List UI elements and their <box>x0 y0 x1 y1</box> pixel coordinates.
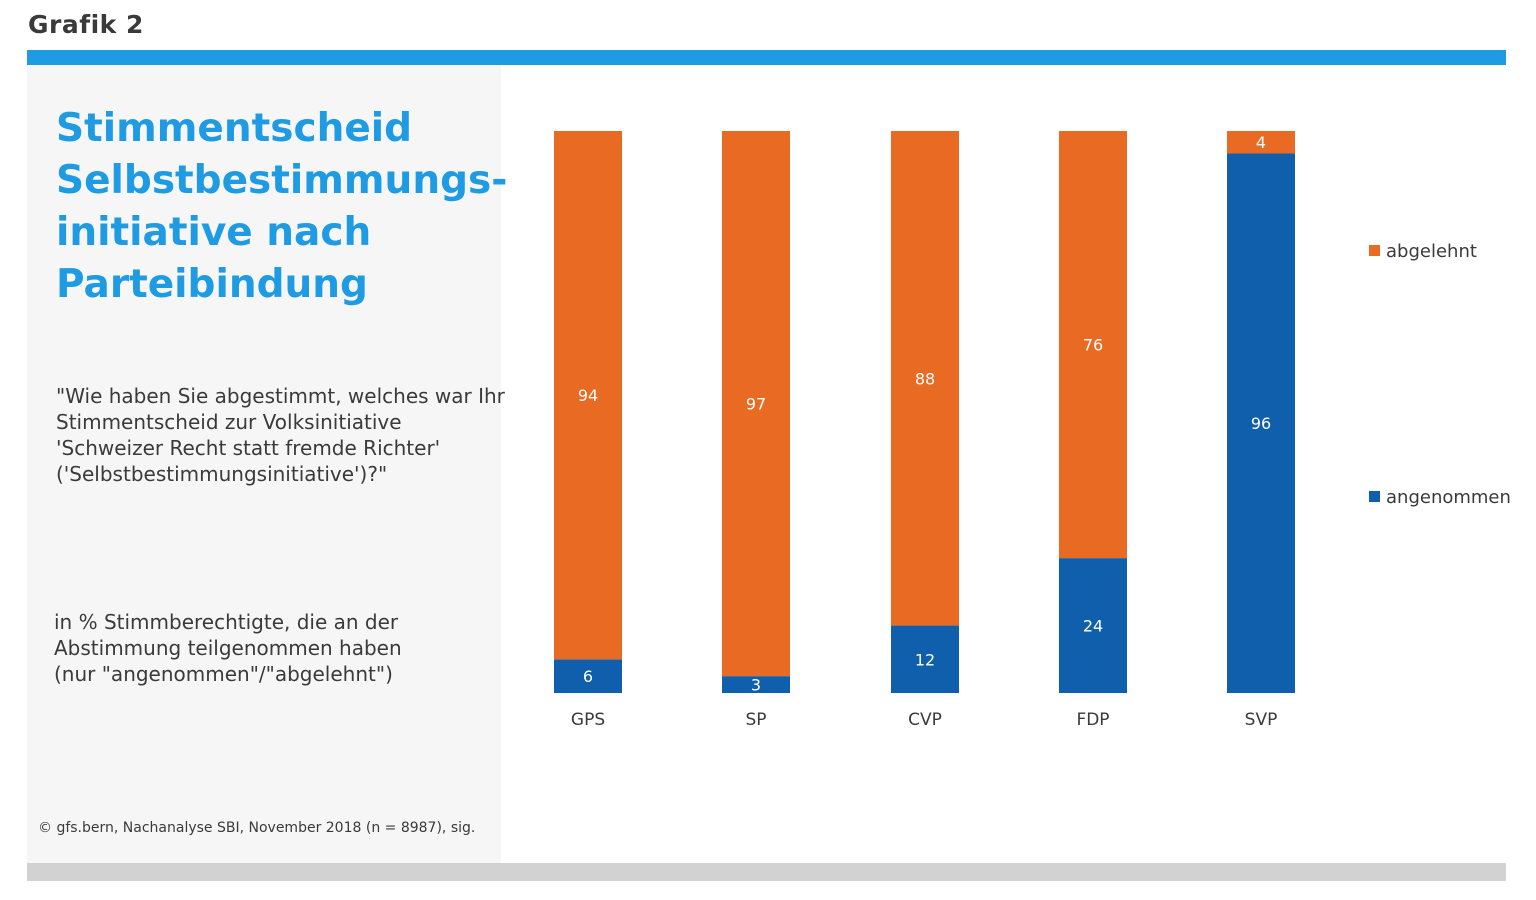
data-label-svp-abgelehnt: 4 <box>1256 133 1266 152</box>
figure-label: Grafik 2 <box>28 10 144 39</box>
bar-cvp-abgelehnt <box>891 131 959 626</box>
data-label-svp-angenommen: 96 <box>1251 414 1271 433</box>
top-accent-bar <box>27 50 1506 65</box>
bar-sp-angenommen <box>722 676 790 693</box>
bar-svp-abgelehnt <box>1227 131 1295 154</box>
title-line: initiative nach <box>56 210 372 255</box>
bottom-bar <box>27 863 1506 881</box>
bar-svp-angenommen <box>1227 153 1295 694</box>
legend-label: angenommen <box>1386 487 1511 508</box>
title-line: Stimmentscheid <box>56 106 413 151</box>
question-line: Stimmentscheid zur Volksinitiative <box>56 410 402 434</box>
data-label-fdp-angenommen: 24 <box>1083 617 1103 636</box>
category-label-fdp: FDP <box>1076 710 1109 730</box>
category-label-svp: SVP <box>1245 710 1278 730</box>
legend-item-abgelehnt: abgelehnt <box>1369 241 1477 262</box>
question-line: "Wie haben Sie abgestimmt, welches war I… <box>56 384 505 408</box>
legend-swatch-angenommen <box>1369 491 1380 502</box>
legend-swatch-abgelehnt <box>1369 245 1380 256</box>
legend-label: abgelehnt <box>1386 241 1477 262</box>
description-panel <box>27 65 501 863</box>
category-label-cvp: CVP <box>908 710 942 730</box>
bar-cvp-angenommen <box>891 625 959 693</box>
data-label-cvp-abgelehnt: 88 <box>915 369 935 388</box>
data-label-gps-abgelehnt: 94 <box>578 386 598 405</box>
category-label-sp: SP <box>745 710 766 730</box>
title-line: Selbstbestimmungs- <box>56 158 508 203</box>
unit-line: in % Stimmberechtigte, die an der <box>54 610 399 634</box>
question-line: 'Schweizer Recht statt fremde Richter' <box>56 436 441 460</box>
data-label-fdp-abgelehnt: 76 <box>1083 336 1103 355</box>
data-label-sp-angenommen: 3 <box>751 676 761 695</box>
data-label-gps-angenommen: 6 <box>583 667 593 686</box>
chart-title: Stimmentscheid Selbstbestimmungs- initia… <box>56 103 508 311</box>
title-line: Parteibindung <box>56 262 368 307</box>
bar-gps-angenommen <box>554 659 622 693</box>
data-label-cvp-angenommen: 12 <box>915 650 935 669</box>
category-label-gps: GPS <box>571 710 605 730</box>
source-note: © gfs.bern, Nachanalyse SBI, November 20… <box>38 820 476 836</box>
question-line: ('Selbstbestimmungsinitiative')?" <box>56 462 388 486</box>
legend-item-angenommen: angenommen <box>1369 487 1511 508</box>
bar-gps-abgelehnt <box>554 131 622 660</box>
survey-question: "Wie haben Sie abgestimmt, welches war I… <box>56 383 505 487</box>
bar-fdp-angenommen <box>1059 558 1127 693</box>
bar-sp-abgelehnt <box>722 131 790 677</box>
bar-fdp-abgelehnt <box>1059 131 1127 559</box>
data-label-sp-abgelehnt: 97 <box>746 395 766 414</box>
unit-line: (nur "angenommen"/"abgelehnt") <box>54 662 393 686</box>
unit-note: in % Stimmberechtigte, die an der Abstim… <box>54 609 494 687</box>
unit-line: Abstimmung teilgenommen haben <box>54 636 402 660</box>
